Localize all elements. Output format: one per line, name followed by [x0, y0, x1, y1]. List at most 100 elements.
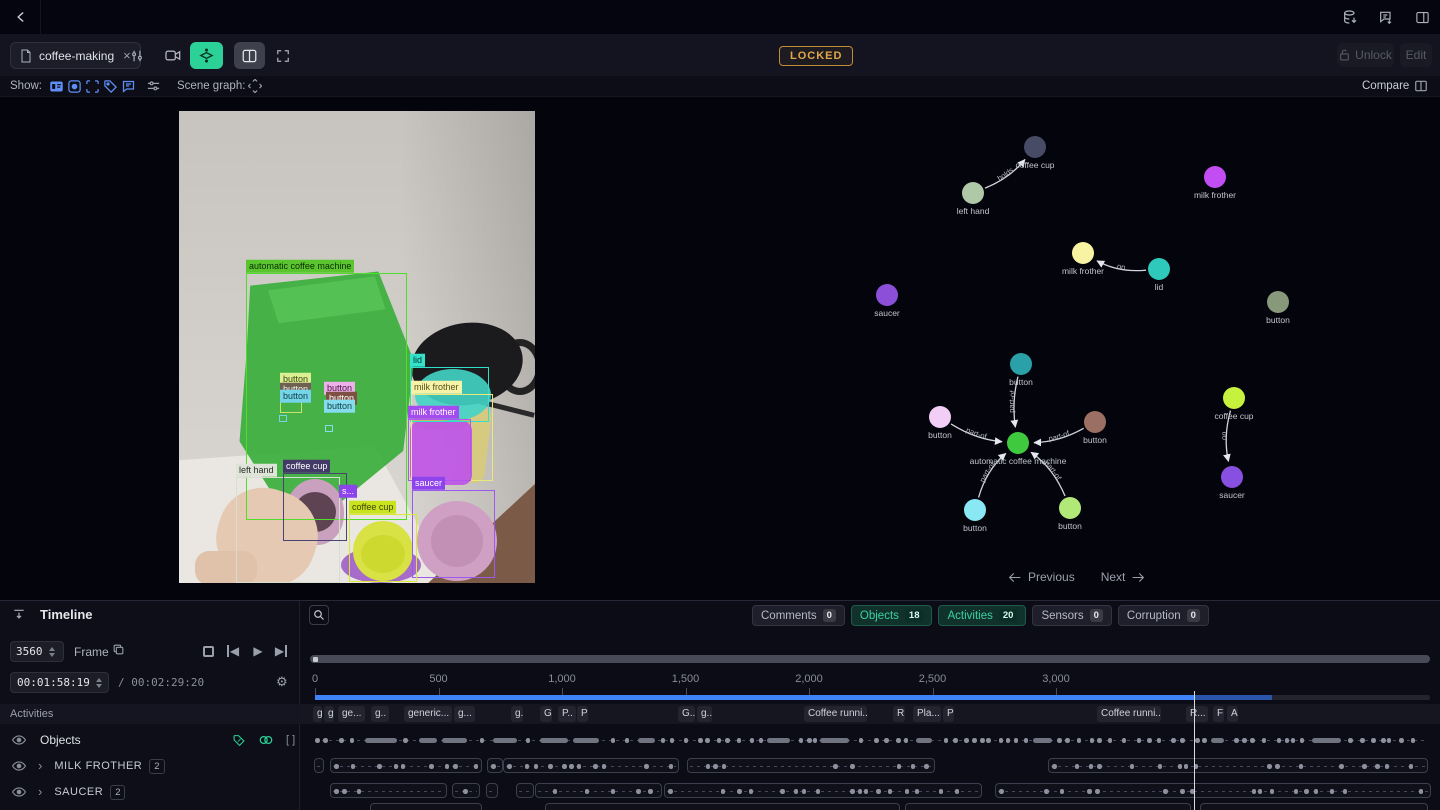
keyframe-segment[interactable] [516, 783, 534, 798]
graph-node-button[interactable] [964, 499, 986, 521]
visibility-eye-icon[interactable] [12, 786, 28, 798]
tab-sensors[interactable]: Sensors 0 [1032, 605, 1112, 626]
coffee-cup-1-box[interactable] [283, 473, 347, 541]
graph-node-saucer[interactable] [876, 284, 898, 306]
timeline-row-objects[interactable]: Objects [ ] [0, 727, 300, 753]
activity-segment[interactable]: A [1227, 706, 1238, 722]
back-icon[interactable] [10, 7, 32, 27]
stop-button[interactable] [200, 643, 216, 659]
bounding-box-icon[interactable] [85, 79, 100, 94]
tab-objects[interactable]: Objects 18 [850, 605, 933, 626]
visibility-eye-icon[interactable] [12, 734, 28, 746]
split-view-icon[interactable] [234, 42, 265, 69]
unlock-button[interactable]: Unlock [1337, 43, 1394, 67]
keyframe-segment[interactable] [314, 758, 324, 773]
settings-gear-icon[interactable]: ⚙ [276, 674, 288, 689]
panel-toggle-icon[interactable] [1411, 7, 1433, 27]
activity-segment[interactable]: P.. [558, 706, 576, 722]
graph-node-button[interactable] [1084, 411, 1106, 433]
frame-decrement[interactable] [48, 652, 55, 657]
link-toggle-icon[interactable] [258, 734, 274, 746]
timeline-row-milk-frother[interactable]: › MILK FROTHER 2 [0, 753, 300, 779]
sliders-icon[interactable] [146, 79, 161, 94]
activity-segment[interactable]: Coffee runni... [804, 706, 867, 722]
keyframe-segment[interactable] [452, 783, 480, 798]
activity-segment[interactable]: g. [511, 706, 523, 722]
keyframe-segment[interactable] [664, 783, 982, 798]
keyframe-segment[interactable] [1048, 758, 1428, 773]
activity-segment[interactable]: g [313, 706, 322, 722]
mask-icon[interactable] [67, 79, 82, 94]
keyframe-segment[interactable] [687, 758, 935, 773]
keyframe-segment[interactable] [503, 758, 679, 773]
copy-icon[interactable] [112, 643, 125, 656]
export-data-icon[interactable] [1339, 7, 1361, 27]
graph-node-coffee-cup[interactable] [1024, 136, 1046, 158]
playhead[interactable] [1194, 691, 1195, 810]
collapse-panel-icon[interactable] [12, 608, 26, 622]
video-frame[interactable]: automatic coffee machine lid milk frother m… [179, 111, 535, 583]
keyframe-segment[interactable] [1200, 803, 1428, 810]
graph-node-automatic-coffee-machine[interactable] [1007, 432, 1029, 454]
activity-segment[interactable]: G.. [678, 706, 695, 722]
activity-segment[interactable]: g.. [371, 706, 389, 722]
tune-icon[interactable] [124, 42, 150, 69]
saucer-box[interactable] [412, 490, 495, 578]
next-button[interactable]: Next [1101, 570, 1146, 584]
tag-icon[interactable] [103, 79, 118, 94]
chevron-right-icon[interactable]: › [38, 783, 43, 799]
id-card-icon[interactable] [49, 79, 64, 94]
frame-input[interactable]: 3560 [10, 641, 64, 662]
skip-end-button[interactable]: ▶ [272, 643, 290, 659]
graph-node-coffee-cup[interactable] [1223, 387, 1245, 409]
graph-node-milk-frother[interactable] [1204, 166, 1226, 188]
activity-segment[interactable]: R [893, 706, 905, 722]
activity-segment[interactable]: g [324, 706, 334, 722]
activity-segment[interactable]: Coffee runni... [1097, 706, 1161, 722]
timecode-input[interactable]: 00:01:58:19 [10, 672, 109, 693]
activity-segment[interactable]: G [540, 706, 552, 722]
tab-corruption[interactable]: Corruption 0 [1117, 605, 1209, 626]
keyframe-segment[interactable] [535, 783, 662, 798]
automatic-coffee-machine-box[interactable] [246, 273, 407, 520]
skip-start-button[interactable]: ◀ [224, 643, 242, 659]
expand-icon[interactable] [267, 42, 298, 69]
edit-button[interactable]: Edit [1400, 43, 1432, 67]
activity-segment[interactable]: P [943, 706, 954, 722]
graph-node-left-hand[interactable] [962, 182, 984, 204]
play-button[interactable]: ▶ [253, 644, 263, 658]
brackets-icon[interactable]: [ ] [286, 734, 296, 746]
compare-label[interactable]: Compare [1362, 80, 1410, 92]
graph-node-button[interactable] [929, 406, 951, 428]
graph-node-saucer[interactable] [1221, 466, 1243, 488]
button-3-box[interactable] [279, 415, 287, 422]
comment-export-icon[interactable] [1375, 7, 1397, 27]
keyframe-segment[interactable] [487, 758, 503, 773]
keyframe-segment[interactable] [486, 783, 498, 798]
activity-segment[interactable]: g... [454, 706, 475, 722]
keyframe-segment[interactable] [330, 783, 447, 798]
button-6-box[interactable] [325, 425, 333, 432]
timecode-increment[interactable] [95, 677, 102, 682]
timeline-row-saucer[interactable]: › SAUCER 2 [0, 779, 300, 805]
keypoint-diamond-icon[interactable] [190, 42, 223, 69]
previous-button[interactable]: Previous [1008, 570, 1075, 584]
keyframe-segment[interactable] [330, 758, 482, 773]
activity-segment[interactable]: g.. [697, 706, 712, 722]
activity-segment[interactable]: P [577, 706, 588, 722]
activity-segment[interactable]: ge... [338, 706, 365, 722]
activity-segment[interactable]: R... [1186, 706, 1208, 722]
keyframe-segment[interactable] [370, 803, 482, 810]
close-icon[interactable]: × [123, 48, 131, 63]
activity-segment[interactable]: F [1213, 706, 1224, 722]
graph-node-button[interactable] [1010, 353, 1032, 375]
zoom-timeline-icon[interactable] [309, 605, 329, 625]
tab-activities[interactable]: Activities 20 [938, 605, 1027, 626]
timeline-ruler[interactable]: 0 500 1,000 1,500 2,000 2,500 3,000 [300, 671, 1440, 701]
graph-node-milk-frother[interactable] [1072, 242, 1094, 264]
graph-node-lid[interactable] [1148, 258, 1170, 280]
left-hand-box[interactable] [236, 477, 340, 583]
keyframe-segment[interactable] [995, 783, 1431, 798]
visibility-eye-icon[interactable] [12, 760, 28, 772]
frame-increment[interactable] [48, 646, 55, 651]
